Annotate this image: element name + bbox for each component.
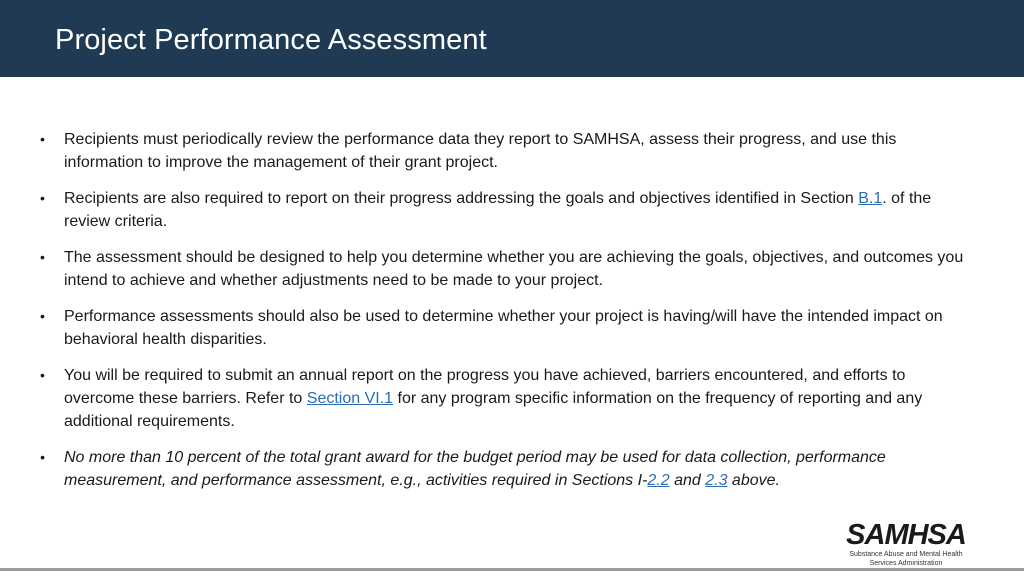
bullet-icon: •	[40, 131, 45, 147]
list-item: • Recipients must periodically review th…	[38, 128, 968, 174]
bullet-text: above.	[727, 472, 780, 489]
header-bar: Project Performance Assessment	[0, 0, 1024, 77]
list-item: • Recipients are also required to report…	[38, 187, 968, 233]
bullet-icon: •	[40, 449, 45, 465]
link-section-2-3[interactable]: 2.3	[705, 472, 728, 489]
bullet-text: Performance assessments should also be u…	[64, 308, 943, 348]
bullet-text: The assessment should be designed to hel…	[64, 249, 964, 289]
list-item: • Performance assessments should also be…	[38, 305, 968, 351]
bullet-text: and	[669, 472, 706, 489]
bullet-text: No more than 10 percent of the total gra…	[64, 449, 886, 489]
bullet-text: Recipients are also required to report o…	[64, 190, 859, 207]
page-title: Project Performance Assessment	[55, 24, 487, 56]
link-section-2-2[interactable]: 2.2	[647, 472, 670, 489]
logo-subtitle: Substance Abuse and Mental Health	[849, 551, 963, 558]
bullet-text: for any program specific information on …	[64, 390, 923, 430]
logo-wordmark: SAMHSA	[846, 519, 967, 551]
list-item: • You will be required to submit an annu…	[38, 364, 968, 433]
list-item: • No more than 10 percent of the total g…	[38, 446, 968, 492]
link-section-b1[interactable]: B.1	[858, 190, 883, 207]
bullet-icon: •	[40, 190, 45, 206]
bullet-text: You will be required to submit an annual…	[64, 367, 906, 407]
bullet-icon: •	[40, 308, 45, 324]
bullet-icon: •	[40, 367, 45, 383]
footer-divider	[0, 568, 1024, 571]
samhsa-logo: SAMHSA Substance Abuse and Mental Health…	[846, 519, 967, 569]
bullet-list: • Recipients must periodically review th…	[38, 128, 968, 505]
bullet-text: Recipients must periodically review the …	[64, 131, 897, 171]
logo-subtitle: Services Administration	[869, 560, 943, 567]
bullet-icon: •	[40, 249, 45, 265]
list-item: • The assessment should be designed to h…	[38, 246, 968, 292]
bullet-text: . of the review criteria.	[64, 190, 932, 230]
link-section-vi1[interactable]: Section VI.1	[306, 390, 394, 407]
